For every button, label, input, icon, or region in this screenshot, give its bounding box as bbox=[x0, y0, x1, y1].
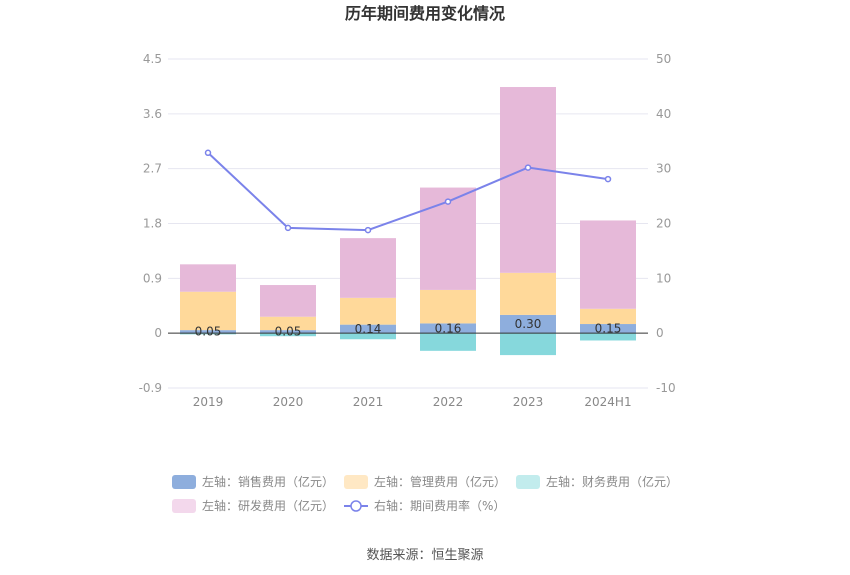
data-label-sales: 0.14 bbox=[355, 322, 382, 336]
bar-sales-2022[interactable] bbox=[420, 323, 476, 334]
bar-finance-2022[interactable] bbox=[420, 333, 476, 351]
x-tick-label: 2024H1 bbox=[584, 395, 631, 409]
left-tick-label: 4.5 bbox=[143, 52, 162, 66]
expense-rate-point[interactable] bbox=[284, 224, 292, 232]
bar-series bbox=[180, 87, 636, 356]
left-axis-ticks: 4.5 3.6 2.7 1.8 0.9 0 -0.9 bbox=[139, 52, 162, 395]
expense-rate-point[interactable] bbox=[604, 175, 612, 183]
left-tick-label: 0 bbox=[154, 326, 162, 340]
bar-sales-2024H1[interactable] bbox=[580, 324, 636, 334]
legend-admin[interactable]: 左轴：管理费用（亿元） bbox=[344, 474, 506, 489]
expense-rate-point[interactable] bbox=[364, 226, 372, 234]
bar-rnd-2019[interactable] bbox=[180, 264, 236, 292]
bar-finance-2024H1[interactable] bbox=[580, 333, 636, 341]
legend-swatch bbox=[516, 475, 540, 489]
bar-sales-2021[interactable] bbox=[340, 324, 396, 334]
bar-admin-2019[interactable] bbox=[180, 291, 236, 331]
left-tick-label: 1.8 bbox=[143, 217, 162, 231]
x-tick-label: 2020 bbox=[273, 395, 304, 409]
data-label-sales: 0.15 bbox=[595, 322, 622, 336]
expense-rate-point[interactable] bbox=[444, 198, 452, 205]
gridlines bbox=[168, 58, 648, 389]
legend-finance[interactable]: 左轴：财务费用（亿元） bbox=[516, 474, 678, 489]
legend-label: 左轴：财务费用（亿元） bbox=[546, 474, 678, 489]
legend-label: 左轴：销售费用（亿元） bbox=[202, 474, 334, 489]
x-axis-ticks: 2019 2020 2021 2022 2023 2024H1 bbox=[193, 395, 632, 409]
legend-label: 右轴：期间费用率（%） bbox=[374, 498, 505, 513]
bar-finance-2023[interactable] bbox=[500, 333, 556, 356]
expense-rate-point[interactable] bbox=[204, 149, 212, 157]
legend-swatch bbox=[172, 499, 196, 513]
bar-admin-2023[interactable] bbox=[500, 272, 556, 315]
chart-title: 历年期间费用变化情况 bbox=[345, 4, 505, 23]
right-tick-label: 0 bbox=[656, 326, 664, 340]
x-tick-label: 2021 bbox=[353, 395, 384, 409]
legend-point-marker bbox=[350, 500, 362, 512]
right-tick-label: 40 bbox=[656, 107, 671, 121]
bar-rnd-2021[interactable] bbox=[340, 238, 396, 298]
left-tick-label: 0.9 bbox=[143, 271, 162, 285]
bar-admin-2022[interactable] bbox=[420, 289, 476, 324]
bar-sales-2023[interactable] bbox=[500, 314, 556, 334]
expense-rate-point[interactable] bbox=[524, 164, 532, 171]
x-tick-label: 2023 bbox=[513, 395, 544, 409]
legend-swatch bbox=[344, 475, 368, 489]
legend-expense-rate[interactable]: 右轴：期间费用率（%） bbox=[344, 498, 505, 513]
right-tick-label: 50 bbox=[656, 52, 671, 66]
bar-admin-2020[interactable] bbox=[260, 316, 316, 331]
bar-finance-2019[interactable] bbox=[180, 333, 236, 335]
legend-label: 左轴：管理费用（亿元） bbox=[374, 474, 506, 489]
legend-sales[interactable]: 左轴：销售费用（亿元） bbox=[172, 474, 334, 489]
legend-rnd[interactable]: 左轴：研发费用（亿元） bbox=[172, 498, 334, 513]
legend-swatch bbox=[172, 475, 196, 489]
bar-finance-2020[interactable] bbox=[260, 333, 316, 337]
right-tick-label: 30 bbox=[656, 162, 671, 176]
left-tick-label: 3.6 bbox=[143, 107, 162, 121]
bar-sales-2019[interactable] bbox=[180, 330, 236, 334]
right-axis-ticks: 50 40 30 20 10 0 -10 bbox=[656, 52, 676, 395]
bar-rnd-2023[interactable] bbox=[500, 87, 556, 273]
legend[interactable]: 左轴：销售费用（亿元） 左轴：管理费用（亿元） 左轴：财务费用（亿元） 左轴：研发费用… bbox=[172, 474, 678, 513]
legend-label: 左轴：研发费用（亿元） bbox=[202, 498, 334, 513]
data-label-sales: 0.05 bbox=[275, 325, 302, 339]
bar-rnd-2024H1[interactable] bbox=[580, 220, 636, 309]
right-tick-label: 10 bbox=[656, 271, 671, 285]
expense-rate-line bbox=[207, 152, 609, 232]
bar-rnd-2020[interactable] bbox=[260, 285, 316, 317]
line-series bbox=[204, 149, 612, 234]
bar-admin-2021[interactable] bbox=[340, 297, 396, 325]
source-note: 数据来源：恒生聚源 bbox=[366, 548, 483, 563]
data-label-sales: 0.16 bbox=[435, 321, 462, 335]
data-label-sales: 0.05 bbox=[195, 325, 222, 339]
data-label-sales: 0.30 bbox=[515, 317, 542, 331]
x-tick-label: 2022 bbox=[433, 395, 464, 409]
bar-data-labels: 0.05 0.05 0.14 0.16 0.30 0.15 bbox=[195, 317, 622, 339]
bar-admin-2024H1[interactable] bbox=[580, 308, 636, 325]
left-tick-label: -0.9 bbox=[139, 381, 162, 395]
bar-finance-2021[interactable] bbox=[340, 333, 396, 340]
left-tick-label: 2.7 bbox=[143, 162, 162, 176]
right-tick-label: -10 bbox=[656, 381, 676, 395]
x-tick-label: 2019 bbox=[193, 395, 224, 409]
right-tick-label: 20 bbox=[656, 217, 671, 231]
bar-sales-2020[interactable] bbox=[260, 330, 316, 334]
